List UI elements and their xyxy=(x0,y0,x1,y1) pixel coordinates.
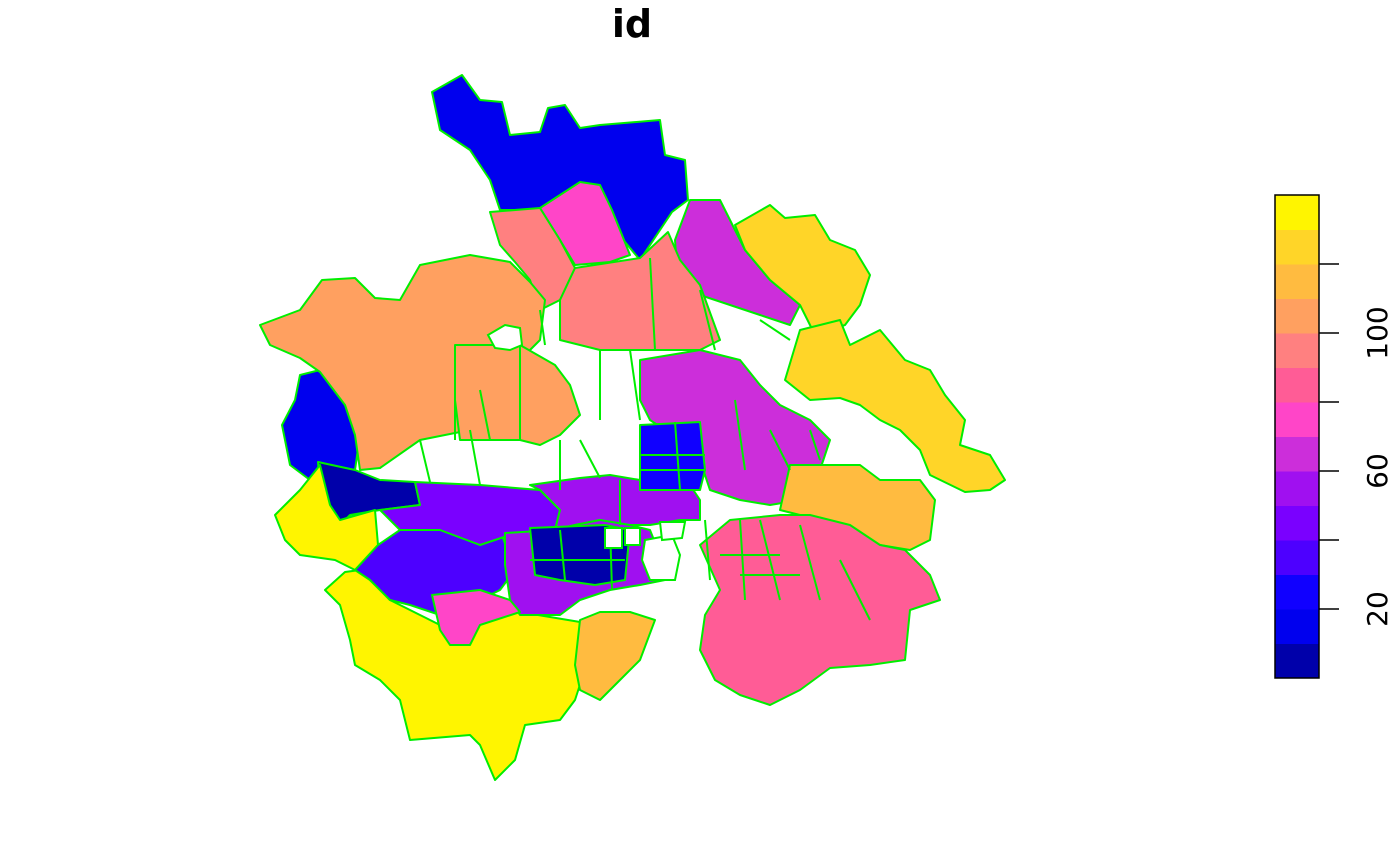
map-holes xyxy=(486,323,687,581)
legend-swatch xyxy=(1275,195,1319,230)
legend-swatch xyxy=(1275,505,1319,541)
legend-swatch xyxy=(1275,402,1319,437)
map-region xyxy=(324,569,589,781)
legend-swatch xyxy=(1275,436,1319,472)
district-boundary xyxy=(699,289,716,351)
map-region xyxy=(431,589,521,646)
district-boundary xyxy=(759,319,791,341)
district-boundary xyxy=(629,349,641,421)
district-boundary xyxy=(539,309,546,346)
legend-color-bar xyxy=(1275,195,1319,679)
map-hole xyxy=(658,521,687,542)
map-region xyxy=(379,481,561,546)
map-region xyxy=(431,74,689,261)
district-boundary xyxy=(559,529,566,581)
map-region xyxy=(699,514,941,706)
district-boundary xyxy=(759,519,781,601)
legend-swatch xyxy=(1275,367,1319,403)
district-boundary xyxy=(739,519,746,601)
map-region xyxy=(489,207,576,311)
district-boundary xyxy=(649,257,656,351)
district-boundary xyxy=(799,524,821,601)
color-legend: 20 60 100 xyxy=(1274,194,1394,679)
district-boundary xyxy=(419,439,431,483)
legend-swatch xyxy=(1275,471,1319,506)
legend-frame xyxy=(1274,194,1320,679)
district-boundary xyxy=(839,559,871,621)
district-boundary xyxy=(704,519,711,581)
legend-swatch xyxy=(1275,264,1319,299)
map-region xyxy=(274,464,379,571)
legend-swatch xyxy=(1275,609,1319,644)
map-region xyxy=(784,319,1006,493)
legend-swatch xyxy=(1275,333,1319,368)
district-boundary xyxy=(469,429,481,486)
legend-swatch xyxy=(1275,574,1319,610)
district-boundary xyxy=(809,429,821,461)
district-boundary xyxy=(579,439,601,479)
legend-tick-label: 60 xyxy=(1361,453,1394,489)
district-boundary xyxy=(479,389,491,441)
map-hole xyxy=(624,527,641,546)
map-hole xyxy=(604,527,623,549)
map-region xyxy=(574,611,656,701)
legend-swatch xyxy=(1275,540,1319,575)
map-hole xyxy=(640,533,682,581)
legend-swatch xyxy=(1275,229,1319,265)
legend-tick-label: 20 xyxy=(1361,591,1394,627)
map-title: id xyxy=(612,2,652,46)
map-hole xyxy=(486,323,524,352)
map-region xyxy=(454,344,581,446)
district-boundary xyxy=(769,429,791,471)
map-region xyxy=(559,231,721,351)
map-region xyxy=(734,204,871,336)
choropleth-map xyxy=(259,74,1006,781)
legend-swatch xyxy=(1275,298,1319,334)
legend-swatch xyxy=(1275,643,1319,679)
legend-ticks: 20 60 100 xyxy=(1319,263,1394,627)
legend-tick-label: 100 xyxy=(1361,306,1394,359)
district-boundary xyxy=(734,399,746,471)
